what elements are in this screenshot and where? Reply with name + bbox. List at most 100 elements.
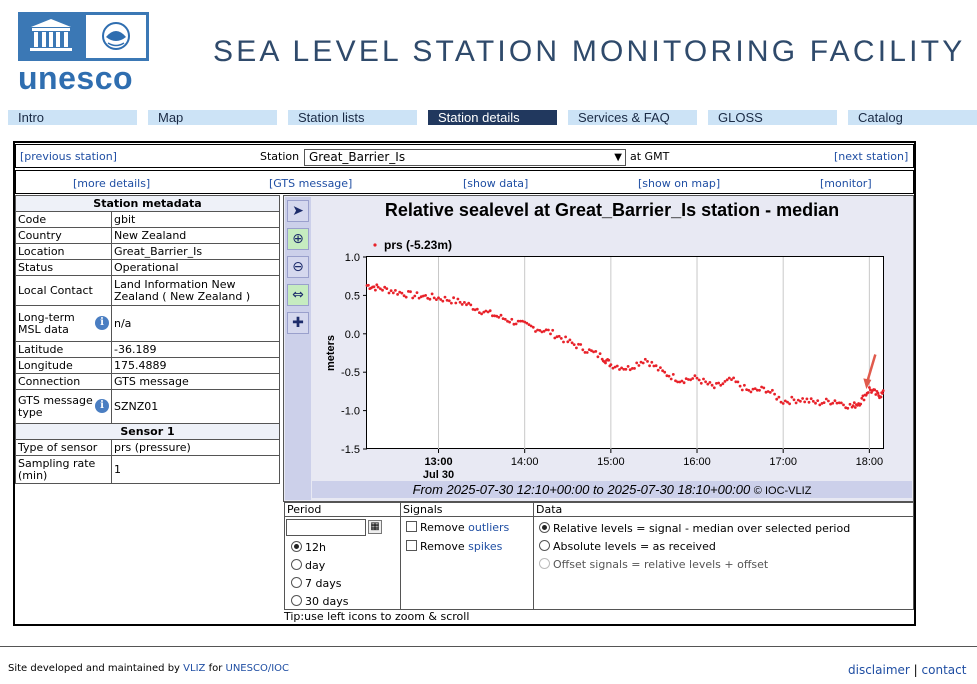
data-point bbox=[622, 367, 626, 371]
zoom-out-icon[interactable]: ⊖ bbox=[287, 256, 309, 278]
ioc-emblem-icon bbox=[86, 15, 146, 58]
table-row: Sampling rate (min) 1 bbox=[15, 455, 280, 484]
data-point bbox=[441, 299, 445, 303]
contact-link[interactable]: contact bbox=[921, 663, 967, 677]
data-point bbox=[437, 296, 440, 300]
data-point bbox=[540, 330, 544, 334]
data-point bbox=[497, 315, 501, 319]
data-point bbox=[656, 368, 660, 372]
data-point bbox=[879, 395, 883, 399]
data-point bbox=[768, 391, 772, 394]
period-option-30-days[interactable]: 30 days bbox=[291, 595, 348, 608]
data-point bbox=[874, 393, 878, 396]
chevron-down-icon: ▼ bbox=[614, 152, 622, 163]
data-point bbox=[592, 350, 595, 354]
data-option-offset[interactable]: Offset signals = relative levels + offse… bbox=[539, 558, 768, 571]
data-point bbox=[689, 378, 692, 382]
table-row: i Long-term MSL data n/a bbox=[15, 305, 280, 342]
data-point bbox=[809, 397, 813, 401]
period-option-12h[interactable]: 12h bbox=[291, 541, 326, 554]
tab-station-lists[interactable]: Station lists bbox=[288, 110, 417, 125]
data-point bbox=[456, 297, 460, 301]
data-point bbox=[531, 325, 535, 329]
unesco-ioc-link[interactable]: UNESCO/IOC bbox=[225, 663, 290, 674]
data-point bbox=[430, 292, 434, 296]
data-point bbox=[710, 383, 714, 387]
data-point bbox=[372, 285, 376, 289]
table-row: Type of sensor prs (pressure) bbox=[15, 439, 280, 456]
show-on-map-link[interactable]: [show on map] bbox=[638, 177, 721, 190]
remove-spikes-checkbox[interactable]: Remove spikes bbox=[406, 540, 502, 553]
more-details-link[interactable]: [more details] bbox=[73, 177, 151, 190]
data-point bbox=[790, 395, 794, 399]
data-point bbox=[807, 400, 811, 404]
data-point bbox=[374, 288, 377, 292]
data-option-relative[interactable]: Relative levels = signal - median over s… bbox=[539, 522, 850, 535]
data-point bbox=[740, 388, 744, 392]
x-tick-label: 14:00 bbox=[511, 456, 539, 468]
radio-icon bbox=[539, 558, 550, 569]
previous-station-link[interactable]: [previous station] bbox=[20, 150, 117, 163]
data-point bbox=[755, 388, 759, 392]
disclaimer-link[interactable]: disclaimer bbox=[848, 663, 910, 677]
data-point bbox=[721, 382, 725, 386]
data-point bbox=[799, 399, 802, 403]
pointer-icon[interactable]: ➤ bbox=[287, 200, 309, 222]
period-option-day[interactable]: day bbox=[291, 559, 325, 572]
data-point bbox=[674, 379, 677, 383]
data-point bbox=[822, 401, 826, 404]
data-option-absolute[interactable]: Absolute levels = as received bbox=[539, 540, 716, 553]
tab-station-details[interactable]: Station details bbox=[428, 110, 557, 125]
gts-message-link[interactable]: [GTS message] bbox=[269, 177, 353, 190]
data-point bbox=[566, 340, 570, 344]
data-point bbox=[727, 376, 731, 380]
data-point bbox=[465, 303, 468, 307]
data-point bbox=[816, 399, 820, 402]
calendar-icon[interactable]: ▦ bbox=[368, 520, 382, 534]
info-icon[interactable]: i bbox=[95, 315, 109, 330]
data-point bbox=[564, 335, 567, 339]
data-point bbox=[751, 387, 755, 391]
tab-gloss[interactable]: GLOSS bbox=[708, 110, 837, 125]
data-point bbox=[499, 313, 503, 317]
tab-catalog[interactable]: Catalog bbox=[848, 110, 977, 125]
data-point bbox=[723, 380, 727, 383]
data-point bbox=[379, 287, 382, 291]
x-tick-label: 18:00 bbox=[856, 456, 884, 468]
info-icon[interactable]: i bbox=[95, 398, 109, 413]
data-point bbox=[753, 387, 757, 390]
zoom-in-icon[interactable]: ⊕ bbox=[287, 228, 309, 250]
data-point bbox=[695, 376, 699, 380]
date-input[interactable] bbox=[286, 519, 366, 536]
data-point bbox=[523, 320, 527, 324]
data-point bbox=[613, 365, 617, 369]
data-point bbox=[801, 397, 804, 400]
data-point bbox=[783, 399, 787, 403]
pan-icon[interactable]: ✚ bbox=[287, 312, 309, 334]
tab-intro[interactable]: Intro bbox=[8, 110, 137, 125]
monitor-link[interactable]: [monitor] bbox=[820, 177, 872, 190]
tab-services-faq[interactable]: Services & FAQ bbox=[568, 110, 697, 125]
horizontal-fit-icon[interactable]: ⇔ bbox=[287, 284, 309, 306]
data-point bbox=[699, 381, 703, 385]
data-point bbox=[439, 298, 443, 301]
metadata-header: Station metadata bbox=[15, 195, 280, 212]
vliz-link[interactable]: VLIZ bbox=[183, 663, 206, 674]
data-point bbox=[519, 319, 522, 323]
next-station-link[interactable]: [next station] bbox=[834, 150, 909, 163]
tab-map[interactable]: Map bbox=[148, 110, 277, 125]
data-point bbox=[851, 404, 855, 408]
remove-outliers-checkbox[interactable]: Remove outliers bbox=[406, 521, 509, 534]
station-panel bbox=[13, 141, 916, 626]
x-tick-label: 13:00 bbox=[424, 456, 452, 468]
data-point bbox=[859, 402, 863, 406]
data-point bbox=[376, 285, 380, 289]
unesco-logo[interactable] bbox=[18, 12, 149, 61]
data-point bbox=[682, 381, 686, 385]
data-point bbox=[730, 378, 733, 381]
period-option-7-days[interactable]: 7 days bbox=[291, 577, 341, 590]
show-data-link[interactable]: [show data] bbox=[463, 177, 529, 190]
station-select[interactable]: Great_Barrier_Is ▼ bbox=[304, 149, 626, 166]
x-tick-label: 17:00 bbox=[769, 456, 797, 468]
data-point bbox=[611, 366, 615, 370]
